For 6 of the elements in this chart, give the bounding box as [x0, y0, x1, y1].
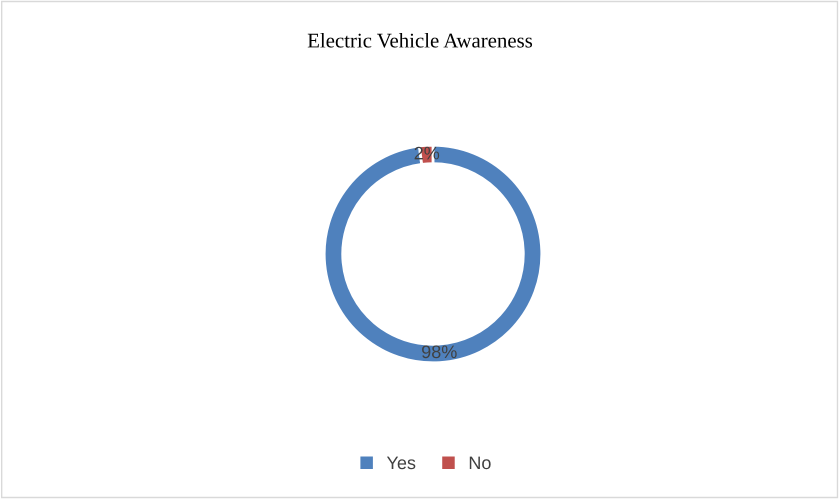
donut-slice — [322, 144, 544, 364]
data-label: 2% — [414, 146, 440, 160]
chart-title: Electric Vehicle Awareness — [308, 32, 532, 48]
data-label: 98% — [422, 345, 457, 358]
legend-label: No — [470, 456, 491, 470]
legend-label: Yes — [386, 456, 416, 470]
